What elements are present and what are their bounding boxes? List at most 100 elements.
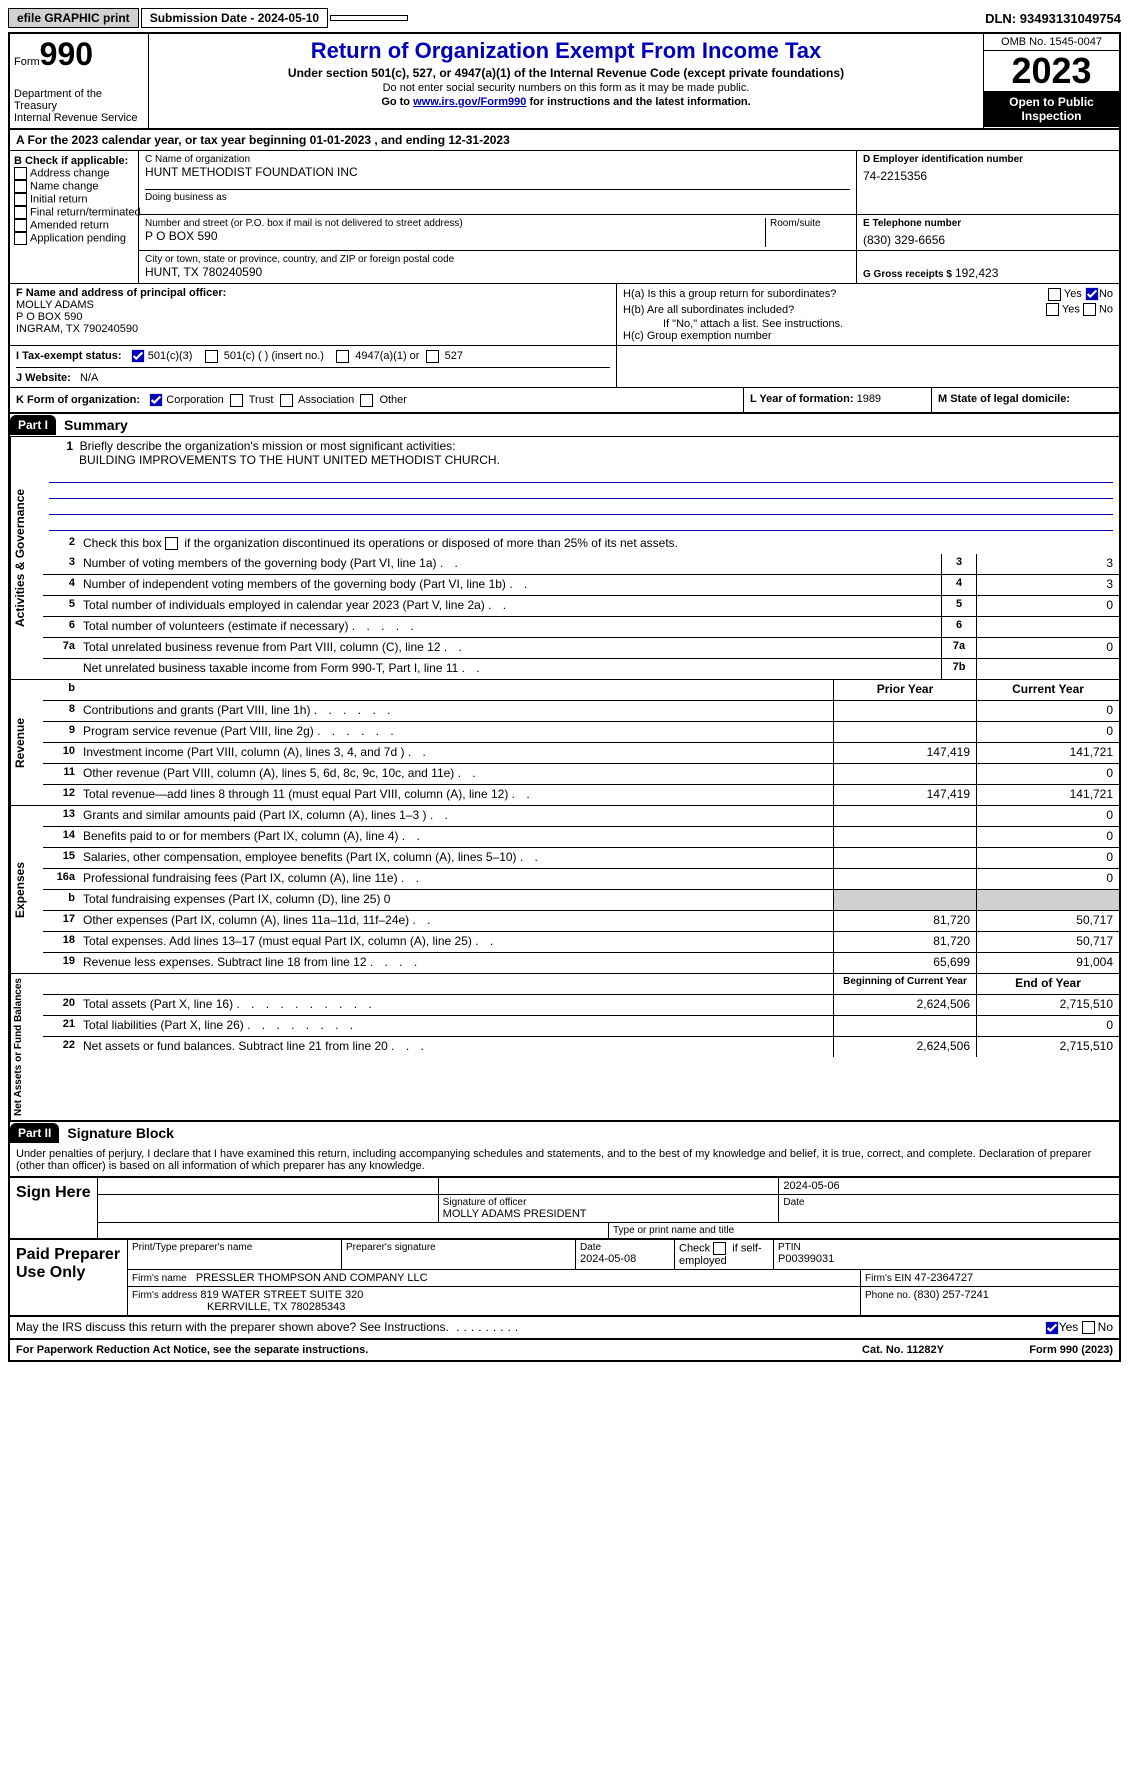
- discuss-with-preparer: May the IRS discuss this return with the…: [10, 1317, 1119, 1340]
- efile-button[interactable]: efile GRAPHIC print: [8, 8, 139, 28]
- box-g-receipts: G Gross receipts $ 192,423: [857, 251, 1119, 283]
- sign-date: 2024-05-06: [779, 1178, 1119, 1194]
- part-1-header: Part I Summary: [10, 414, 1119, 437]
- box-c-city: City or town, state or province, country…: [139, 251, 857, 283]
- box-c-name: C Name of organization HUNT METHODIST FO…: [139, 151, 857, 214]
- line-18: 18Total expenses. Add lines 13–17 (must …: [43, 932, 1119, 953]
- line-11: 11Other revenue (Part VIII, column (A), …: [43, 764, 1119, 785]
- na-header-row: Beginning of Current Year End of Year: [43, 974, 1119, 995]
- revenue-section: Revenue b Prior Year Current Year 8Contr…: [10, 680, 1119, 806]
- expenses-section: Expenses 13Grants and similar amounts pa…: [10, 806, 1119, 974]
- line-14: 14Benefits paid to or for members (Part …: [43, 827, 1119, 848]
- part-2-header: Part II Signature Block: [10, 1122, 1119, 1144]
- section-f-h: F Name and address of principal officer:…: [10, 284, 1119, 346]
- preparer-date: Date2024-05-08: [576, 1240, 675, 1269]
- box-d-ein: D Employer identification number 74-2215…: [857, 151, 1119, 214]
- line-17: 17Other expenses (Part IX, column (A), l…: [43, 911, 1119, 932]
- row-m-domicile: M State of legal domicile:: [932, 388, 1119, 412]
- checkmark-icon: [149, 393, 163, 407]
- type-name-label: Type or print name and title: [609, 1223, 1119, 1238]
- h-c-exemption: H(c) Group exemption number: [623, 330, 1113, 342]
- line-20: 20Total assets (Part X, line 16) . . . .…: [43, 995, 1119, 1016]
- line-16a: 16aProfessional fundraising fees (Part I…: [43, 869, 1119, 890]
- form-title: Return of Organization Exempt From Incom…: [153, 38, 979, 64]
- firm-phone: Phone no. (830) 257-7241: [861, 1287, 1119, 1315]
- check-name-change[interactable]: Name change: [14, 180, 134, 193]
- firm-address: Firm's address 819 WATER STREET SUITE 32…: [128, 1287, 861, 1315]
- row-j-website: J Website: N/A: [16, 372, 610, 384]
- row-k-l-m: K Form of organization: Corporation Trus…: [10, 388, 1119, 414]
- row-l-year: L Year of formation: 1989: [744, 388, 932, 412]
- line-3: 3Number of voting members of the governi…: [43, 554, 1119, 575]
- dln: DLN: 93493131049754: [985, 11, 1121, 26]
- line-6: 6Total number of volunteers (estimate if…: [43, 617, 1119, 638]
- row-k-org-form: K Form of organization: Corporation Trus…: [10, 388, 744, 412]
- preparer-name: Print/Type preparer's name: [128, 1240, 342, 1269]
- vtab-expenses: Expenses: [10, 806, 43, 973]
- checkmark-icon: [1085, 287, 1099, 301]
- form-header: Form990 Department of the TreasuryIntern…: [10, 34, 1119, 130]
- row-i-j: I Tax-exempt status: 501(c)(3) 501(c) ( …: [10, 346, 1119, 388]
- check-address-change[interactable]: Address change: [14, 167, 134, 180]
- ssn-warning: Do not enter social security numbers on …: [153, 82, 979, 94]
- vtab-net-assets: Net Assets or Fund Balances: [10, 974, 43, 1120]
- row-i-tax-status: I Tax-exempt status: 501(c)(3) 501(c) ( …: [16, 349, 610, 368]
- form-footer: For Paperwork Reduction Act Notice, see …: [10, 1340, 1119, 1360]
- tax-year: 2023: [984, 51, 1119, 91]
- form-subtitle: Under section 501(c), 527, or 4947(a)(1)…: [153, 66, 979, 80]
- form-number: 990: [40, 36, 93, 72]
- perjury-statement: Under penalties of perjury, I declare th…: [10, 1144, 1119, 1178]
- line-15: 15Salaries, other compensation, employee…: [43, 848, 1119, 869]
- section-b-to-g: B Check if applicable: Address change Na…: [10, 151, 1119, 284]
- line-12: 12Total revenue—add lines 8 through 11 (…: [43, 785, 1119, 805]
- net-assets-section: Net Assets or Fund Balances Beginning of…: [10, 974, 1119, 1122]
- sign-here-block: Sign Here 2024-05-06 Signature of office…: [10, 1178, 1119, 1240]
- line-21: 21Total liabilities (Part X, line 26) . …: [43, 1016, 1119, 1037]
- line-22: 22Net assets or fund balances. Subtract …: [43, 1037, 1119, 1057]
- line-4: 4Number of independent voting members of…: [43, 575, 1119, 596]
- box-h: H(a) Is this a group return for subordin…: [617, 284, 1119, 345]
- self-employed-check[interactable]: Check if self-employed: [675, 1240, 774, 1269]
- form-container: Form990 Department of the TreasuryIntern…: [8, 32, 1121, 1362]
- firm-ein: Firm's EIN 47-2364727: [861, 1270, 1119, 1286]
- public-inspection: Open to Public Inspection: [984, 91, 1119, 127]
- omb-number: OMB No. 1545-0047: [984, 34, 1119, 51]
- h-b-note: If "No," attach a list. See instructions…: [623, 318, 1113, 330]
- line-b: bTotal fundraising expenses (Part IX, co…: [43, 890, 1119, 911]
- row-a-tax-year: A For the 2023 calendar year, or tax yea…: [10, 130, 1119, 151]
- line-7b: Net unrelated business taxable income fr…: [43, 659, 1119, 679]
- paid-preparer-block: Paid Preparer Use Only Print/Type prepar…: [10, 1240, 1119, 1317]
- top-bar: efile GRAPHIC print Submission Date - 20…: [8, 8, 1121, 28]
- line-1-mission: 1 Briefly describe the organization's mi…: [43, 437, 1119, 534]
- firm-name: Firm's name PRESSLER THOMPSON AND COMPAN…: [128, 1270, 861, 1286]
- check-final-return[interactable]: Final return/terminated: [14, 206, 134, 219]
- check-application-pending[interactable]: Application pending: [14, 232, 134, 245]
- form-label: Form: [14, 56, 40, 68]
- blank-field: [330, 15, 408, 21]
- instructions-link-line: Go to www.irs.gov/Form990 for instructio…: [153, 96, 979, 108]
- line-13: 13Grants and similar amounts paid (Part …: [43, 806, 1119, 827]
- sign-date-label: Date: [779, 1195, 1119, 1222]
- check-amended-return[interactable]: Amended return: [14, 219, 134, 232]
- vtab-revenue: Revenue: [10, 680, 43, 805]
- box-f-officer: F Name and address of principal officer:…: [10, 284, 617, 345]
- paperwork-notice: For Paperwork Reduction Act Notice, see …: [16, 1344, 823, 1356]
- sign-here-label: Sign Here: [10, 1178, 98, 1238]
- h-b-subordinates: H(b) Are all subordinates included? Yes …: [623, 303, 1113, 316]
- line-2: 2 Check this box if the organization dis…: [43, 534, 1119, 554]
- line-5: 5Total number of individuals employed in…: [43, 596, 1119, 617]
- box-b-title: B Check if applicable:: [14, 155, 134, 167]
- form-ref: Form 990 (2023): [983, 1344, 1113, 1356]
- line-9: 9Program service revenue (Part VIII, lin…: [43, 722, 1119, 743]
- checkmark-icon: [1045, 1321, 1059, 1335]
- h-a-group-return: H(a) Is this a group return for subordin…: [623, 287, 1113, 301]
- checkmark-icon: [131, 349, 145, 363]
- irs-link[interactable]: www.irs.gov/Form990: [413, 96, 526, 108]
- box-e-phone: E Telephone number (830) 329-6656: [857, 215, 1119, 250]
- check-initial-return[interactable]: Initial return: [14, 193, 134, 206]
- line-19: 19Revenue less expenses. Subtract line 1…: [43, 953, 1119, 973]
- submission-date: Submission Date - 2024-05-10: [141, 8, 328, 28]
- box-c-address: Number and street (or P.O. box if mail i…: [139, 215, 857, 250]
- vtab-governance: Activities & Governance: [10, 437, 43, 679]
- line-7a: 7aTotal unrelated business revenue from …: [43, 638, 1119, 659]
